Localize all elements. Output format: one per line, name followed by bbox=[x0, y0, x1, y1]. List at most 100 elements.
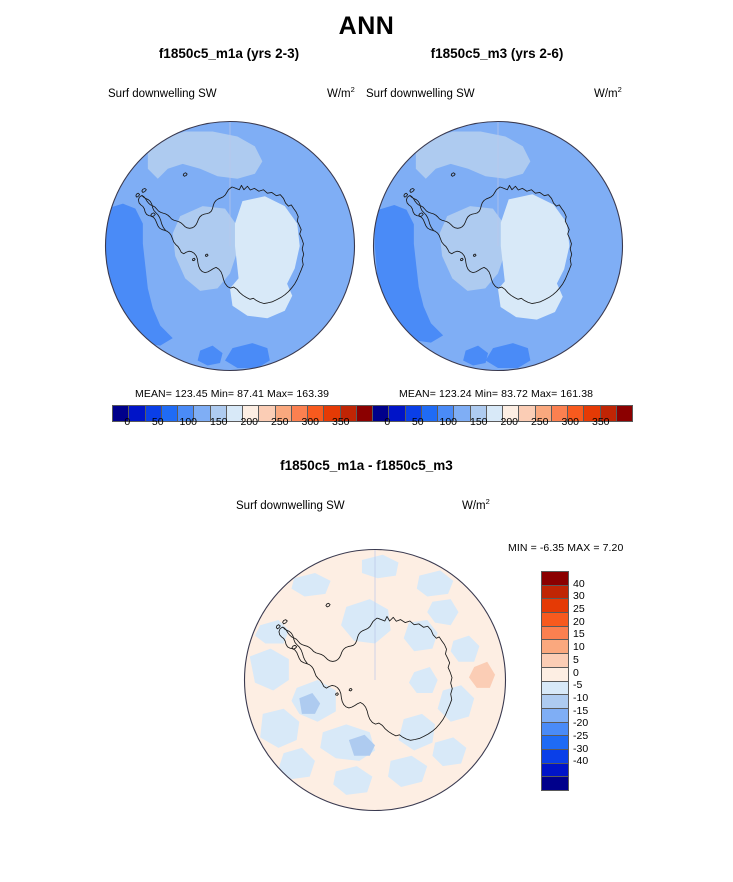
colorbar-cell bbox=[567, 406, 584, 421]
contour-band bbox=[147, 131, 263, 179]
colorbar-cell bbox=[144, 406, 161, 421]
diff-units-exponent: 2 bbox=[485, 497, 490, 507]
contour-band bbox=[225, 343, 270, 369]
left-variable-label: Surf downwelling SW bbox=[108, 88, 217, 100]
contour-band bbox=[388, 755, 428, 788]
right-map[interactable] bbox=[372, 120, 624, 372]
colorbar-tick-label: 10 bbox=[573, 641, 585, 654]
colorbar-tick-label: 20 bbox=[573, 615, 585, 628]
right-units-exponent: 2 bbox=[617, 85, 622, 95]
colorbar-cell bbox=[534, 406, 551, 421]
contour-band bbox=[408, 666, 438, 694]
island-coastline bbox=[418, 212, 424, 218]
colorbar-cell bbox=[323, 406, 340, 421]
island-coastline bbox=[335, 692, 339, 696]
contour-band bbox=[463, 345, 489, 366]
contour-band bbox=[398, 713, 436, 751]
island-coastline bbox=[282, 619, 288, 625]
colorbar-tick-label: -15 bbox=[573, 704, 589, 717]
contour-band bbox=[450, 635, 480, 662]
colorbar-tick-label: 25 bbox=[573, 603, 585, 616]
colorbar-cell bbox=[542, 776, 568, 790]
diff-colorbar[interactable]: 40 30 25 20 15 10 5 0 -5 -10 -15 -20 -25 -30 -40 bbox=[541, 571, 588, 791]
colorbar-cell bbox=[518, 406, 535, 421]
colorbar-cell bbox=[615, 406, 632, 421]
contour-band bbox=[485, 343, 531, 369]
colorbar-tick-label: -30 bbox=[573, 742, 589, 755]
colorbar-cell bbox=[542, 735, 568, 749]
diff-map-graphic bbox=[243, 548, 507, 812]
island-coastline bbox=[459, 257, 464, 262]
right-colorbar[interactable]: 0 50 100 150 200 250 300 350 bbox=[372, 405, 633, 437]
contour-band bbox=[416, 570, 454, 597]
globe-rim bbox=[104, 120, 356, 372]
colorbar-cell bbox=[542, 748, 568, 763]
island-coastline bbox=[182, 172, 188, 177]
island-coastline bbox=[191, 257, 196, 262]
right-colorbar-strip[interactable] bbox=[372, 405, 633, 422]
colorbar-cell bbox=[193, 406, 210, 421]
right-colorbar-ticks: 0 50 100 150 200 250 300 350 bbox=[384, 416, 610, 428]
colorbar-cell bbox=[485, 406, 502, 421]
colorbar-cell bbox=[388, 406, 405, 421]
island-coastline bbox=[472, 253, 477, 257]
colorbar-cell bbox=[453, 406, 470, 421]
colorbar-cell bbox=[209, 406, 226, 421]
right-units-label: W/m2 bbox=[594, 85, 622, 100]
island-coastline bbox=[409, 188, 415, 193]
right-variable-label: Surf downwelling SW bbox=[366, 88, 475, 100]
contour-band bbox=[249, 648, 289, 691]
colorbar-cell bbox=[542, 680, 568, 695]
island-coastline bbox=[135, 192, 141, 198]
island-coastline bbox=[450, 172, 456, 177]
diff-map[interactable] bbox=[243, 548, 507, 812]
contour-band bbox=[278, 747, 315, 780]
contour-band bbox=[291, 572, 331, 597]
peninsula-coastline bbox=[282, 626, 308, 664]
colorbar-cell bbox=[404, 406, 421, 421]
contour-band bbox=[333, 766, 373, 795]
colorbar-cell bbox=[542, 639, 568, 654]
left-colorbar-ticks: 0 50 100 150 200 250 300 350 bbox=[124, 416, 350, 428]
colorbar-tick-label: -40 bbox=[573, 755, 589, 768]
diff-stats: MIN = -6.35 MAX = 7.20 bbox=[508, 542, 624, 554]
contour-band bbox=[348, 734, 375, 756]
peninsula-coastline bbox=[141, 195, 166, 231]
left-map[interactable] bbox=[104, 120, 356, 372]
colorbar-cell bbox=[542, 721, 568, 736]
colorbar-cell bbox=[177, 406, 194, 421]
colorbar-cell bbox=[274, 406, 291, 421]
contour-band bbox=[439, 206, 506, 291]
contour-band bbox=[172, 206, 238, 291]
colorbar-tick-label: 5 bbox=[573, 653, 579, 666]
diff-colorbar-strip[interactable] bbox=[541, 571, 569, 791]
left-colorbar-strip[interactable] bbox=[112, 405, 373, 422]
diff-variable-label: Surf downwelling SW bbox=[236, 500, 345, 512]
colorbar-tick-label: -5 bbox=[573, 679, 583, 692]
colorbar-cell bbox=[550, 406, 567, 421]
colorbar-cell bbox=[339, 406, 356, 421]
left-colorbar[interactable]: 0 50 100 150 200 250 300 350 bbox=[112, 405, 373, 437]
contour-band bbox=[498, 268, 563, 320]
peninsula-coastline bbox=[409, 195, 434, 231]
colorbar-tick-label: -25 bbox=[573, 729, 589, 742]
colorbar-cell bbox=[113, 406, 129, 421]
colorbar-cell bbox=[258, 406, 275, 421]
colorbar-cell bbox=[542, 762, 568, 777]
island-coastline bbox=[275, 624, 281, 630]
colorbar-cell bbox=[583, 406, 600, 421]
left-units-label: W/m2 bbox=[327, 86, 355, 100]
colorbar-cell bbox=[542, 653, 568, 667]
island-coastline bbox=[204, 253, 209, 257]
left-stats: MEAN= 123.45 Min= 87.41 Max= 163.39 bbox=[135, 388, 330, 400]
colorbar-tick-label: 40 bbox=[573, 577, 585, 590]
contour-band bbox=[197, 345, 223, 366]
colorbar-cell bbox=[242, 406, 259, 421]
island-coastline bbox=[141, 188, 147, 193]
colorbar-cell bbox=[373, 406, 389, 421]
island-coastline bbox=[325, 602, 331, 608]
right-panel-title: f1850c5_m3 (yrs 2-6) bbox=[430, 46, 564, 61]
right-units-text: W/m bbox=[594, 88, 618, 100]
island-coastline bbox=[348, 687, 353, 692]
island-coastline bbox=[291, 644, 298, 650]
